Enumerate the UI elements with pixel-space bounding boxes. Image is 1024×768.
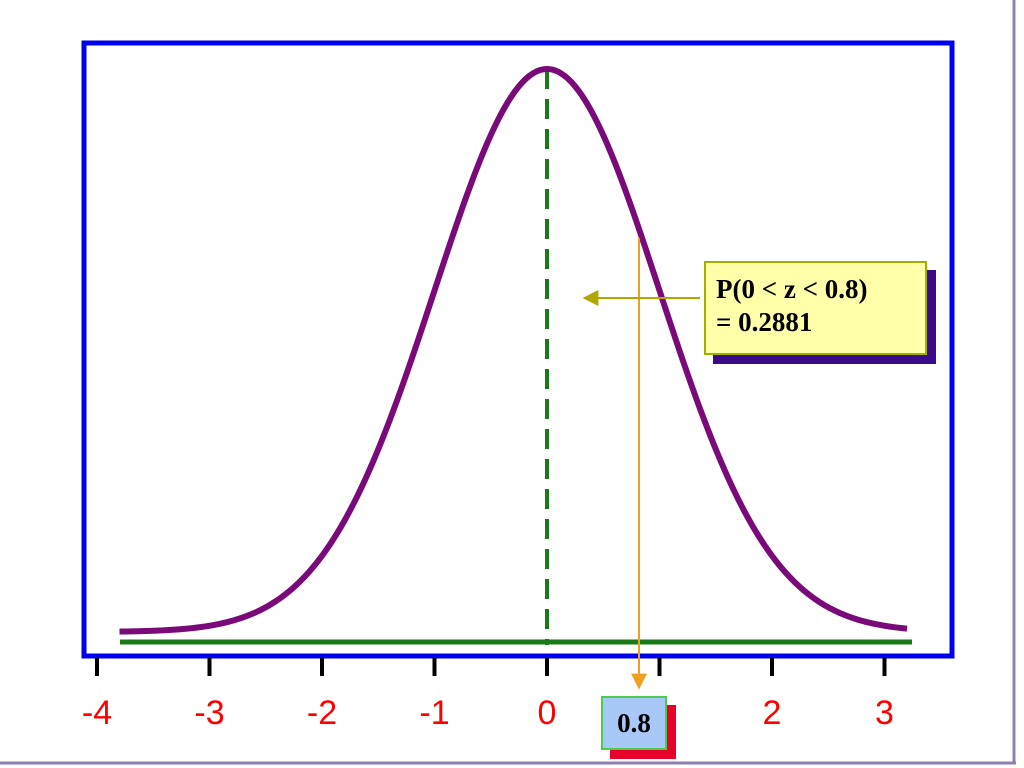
- x-tick-label-3: -1: [419, 694, 449, 732]
- z-value-label: 0.8: [601, 696, 667, 750]
- x-tick-label-6: 2: [763, 694, 782, 732]
- x-tick-label-7: 3: [875, 694, 894, 732]
- x-axis: -4-3-2-10123: [82, 658, 894, 732]
- probability-annotation: P(0 < z < 0.8) = 0.2881: [704, 261, 927, 355]
- plot-frame: [81, 40, 955, 659]
- annotation-line-2: = 0.2881: [716, 307, 813, 337]
- x-tick-label-2: -2: [307, 694, 337, 732]
- x-tick-label-4: 0: [538, 694, 557, 732]
- annotation-line-1: P(0 < z < 0.8): [716, 274, 868, 304]
- normal-curve: [119, 65, 908, 635]
- x-tick-label-0: -4: [82, 694, 112, 732]
- x-tick-label-1: -3: [194, 694, 224, 732]
